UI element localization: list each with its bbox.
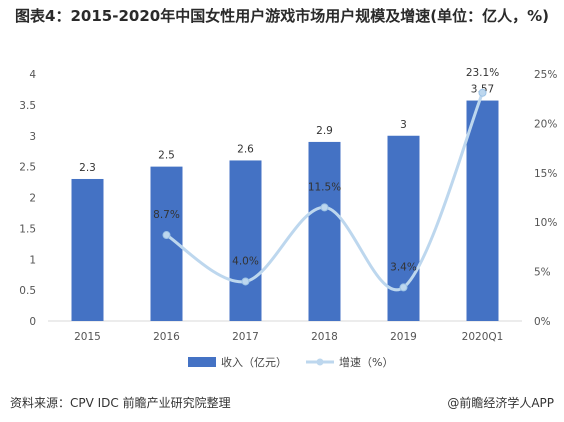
growth-value-label: 3.4%	[390, 261, 417, 273]
legend-swatch-bar	[188, 357, 216, 367]
y-right-tick-label: 0%	[534, 316, 551, 328]
brand-credit: @前瞻经济学人APP	[447, 396, 554, 410]
x-tick-label: 2017	[232, 331, 259, 343]
y-left-tick-label: 3.5	[19, 100, 36, 112]
bar-value-label: 2.5	[158, 150, 175, 162]
bar-2020Q1	[466, 100, 499, 322]
y-left-tick-label: 4	[29, 69, 36, 81]
y-left-tick-label: 1	[29, 254, 36, 266]
growth-value-label: 4.0%	[232, 255, 259, 267]
growth-point-2018	[320, 203, 329, 212]
bar-2017	[229, 160, 262, 321]
x-tick-label: 2019	[390, 331, 417, 343]
bar-2015	[71, 178, 104, 321]
x-tick-label: 2016	[153, 331, 180, 343]
source-note: 资料来源：CPV IDC 前瞻产业研究院整理	[10, 396, 231, 410]
y-left-tick-label: 1.5	[19, 223, 36, 235]
combo-chart: 0 0.5 1 1.5 2 2.5 3 3.5 4 0% 5% 10% 15% 20% 25% 2.3 2.5 2…	[19, 67, 557, 369]
bar-value-label: 2.9	[316, 125, 333, 137]
y-right-tick-label: 10%	[534, 217, 557, 229]
x-tick-label: 2020Q1	[462, 331, 504, 343]
y-right-tick-label: 25%	[534, 69, 557, 81]
x-tick-label: 2015	[74, 331, 101, 343]
y-left-tick-label: 2	[29, 193, 36, 205]
growth-point-2017	[241, 277, 250, 286]
bar-2019	[387, 135, 420, 321]
growth-value-label: 23.1%	[466, 67, 499, 79]
growth-value-label: 11.5%	[308, 181, 341, 193]
growth-value-label: 8.7%	[153, 209, 180, 221]
y-right-tick-label: 5%	[534, 267, 551, 279]
y-left-tick-label: 0	[29, 316, 36, 328]
y-left-tick-label: 0.5	[19, 285, 36, 297]
chart-title: 图表4：2015-2020年中国女性用户游戏市场用户规模及增速(单位：亿人，%)	[15, 7, 549, 25]
bar-2018	[308, 141, 341, 321]
growth-point-2016	[162, 231, 171, 240]
legend-marker-line	[316, 358, 324, 366]
x-tick-label: 2018	[311, 331, 338, 343]
bar-value-label: 2.6	[237, 143, 254, 155]
y-left-tick-label: 3	[29, 131, 36, 143]
bar-value-label: 3	[400, 119, 407, 131]
y-right-tick-label: 15%	[534, 168, 557, 180]
y-right-tick-label: 20%	[534, 118, 557, 130]
legend-label-bar: 收入（亿元）	[221, 355, 287, 369]
growth-line	[165, 92, 484, 292]
growth-point-2019	[399, 283, 408, 292]
legend-label-line: 增速（%）	[339, 355, 393, 369]
growth-point-2020Q1	[478, 88, 487, 97]
y-left-tick-label: 2.5	[19, 162, 36, 174]
bar-value-label: 2.3	[79, 162, 96, 174]
